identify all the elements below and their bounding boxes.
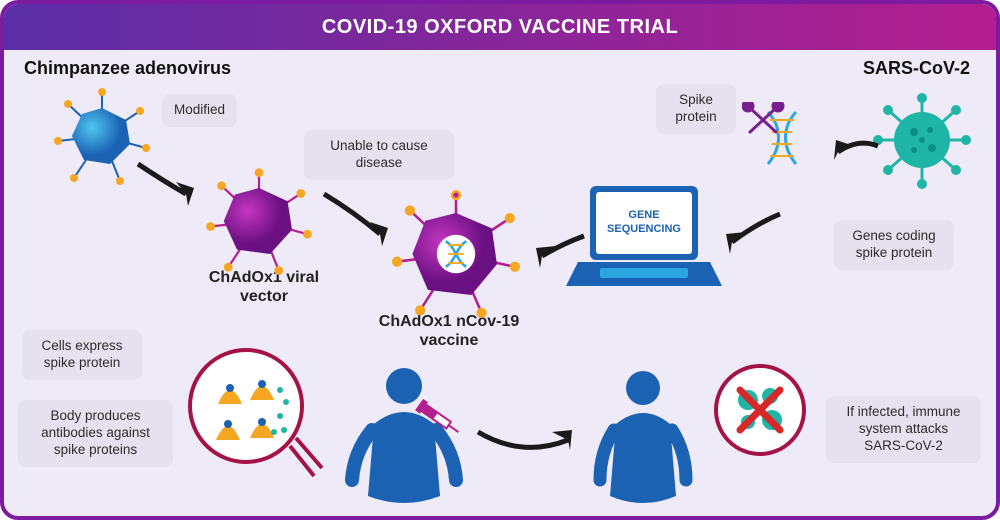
label-immune: If infected, immune system attacks SARS-…	[826, 396, 981, 463]
label-genes: Genes coding spike protein	[834, 220, 954, 270]
arrow-6	[472, 422, 582, 472]
vaccine-icon	[392, 190, 520, 318]
label-modified: Modified	[162, 94, 237, 127]
diagram-canvas: Chimpanzee adenovirus SARS-CoV-2 Modifie…	[4, 50, 996, 516]
arrow-4	[720, 208, 790, 258]
arrow-2	[320, 190, 400, 250]
heading-sars: SARS-CoV-2	[863, 58, 970, 79]
arrow-3	[532, 230, 592, 270]
virus-crossed-icon	[710, 360, 810, 460]
label-unable: Unable to cause disease	[304, 130, 454, 180]
svg-text:SEQUENCING: SEQUENCING	[607, 223, 681, 235]
label-antibodies: Body produces antibodies against spike p…	[18, 400, 173, 467]
arrow-1	[134, 160, 204, 210]
label-cells-express: Cells express spike protein	[22, 330, 142, 380]
cell-bubble-icon	[184, 342, 324, 482]
arrow-5	[828, 134, 888, 178]
infographic-frame: COVID-19 OXFORD VACCINE TRIAL Chimpanzee…	[0, 0, 1000, 520]
title-bar: COVID-19 OXFORD VACCINE TRIAL	[4, 4, 996, 50]
viral-vector-icon	[204, 166, 314, 276]
person-injected-icon	[332, 360, 472, 510]
heading-adenovirus: Chimpanzee adenovirus	[24, 58, 231, 79]
page-title: COVID-19 OXFORD VACCINE TRIAL	[322, 16, 678, 39]
label-spike: Spike protein	[656, 84, 736, 134]
person-icon	[588, 364, 698, 510]
laptop-line1: GENE	[628, 209, 659, 221]
dna-scissors-icon	[742, 102, 832, 182]
